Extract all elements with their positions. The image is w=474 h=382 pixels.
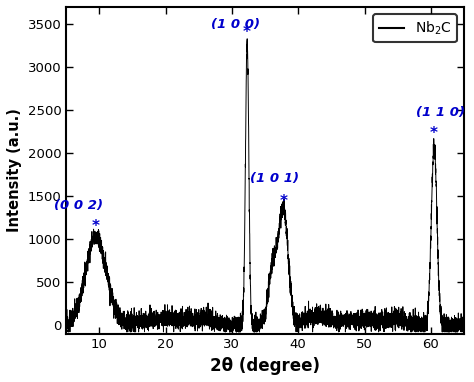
X-axis label: 2θ (degree): 2θ (degree) [210,357,320,375]
Legend: Nb$_2$C: Nb$_2$C [373,14,457,42]
Text: (1 0 1): (1 0 1) [250,172,300,185]
Text: (1 1 0): (1 1 0) [416,106,465,119]
Text: *: * [430,126,438,141]
Text: *: * [280,194,288,209]
Text: *: * [92,219,100,234]
Text: *: * [243,25,251,40]
Text: (1 0 0): (1 0 0) [211,18,260,31]
Y-axis label: Intensity (a.u.): Intensity (a.u.) [7,108,22,232]
Text: (0 0 2): (0 0 2) [54,199,102,212]
